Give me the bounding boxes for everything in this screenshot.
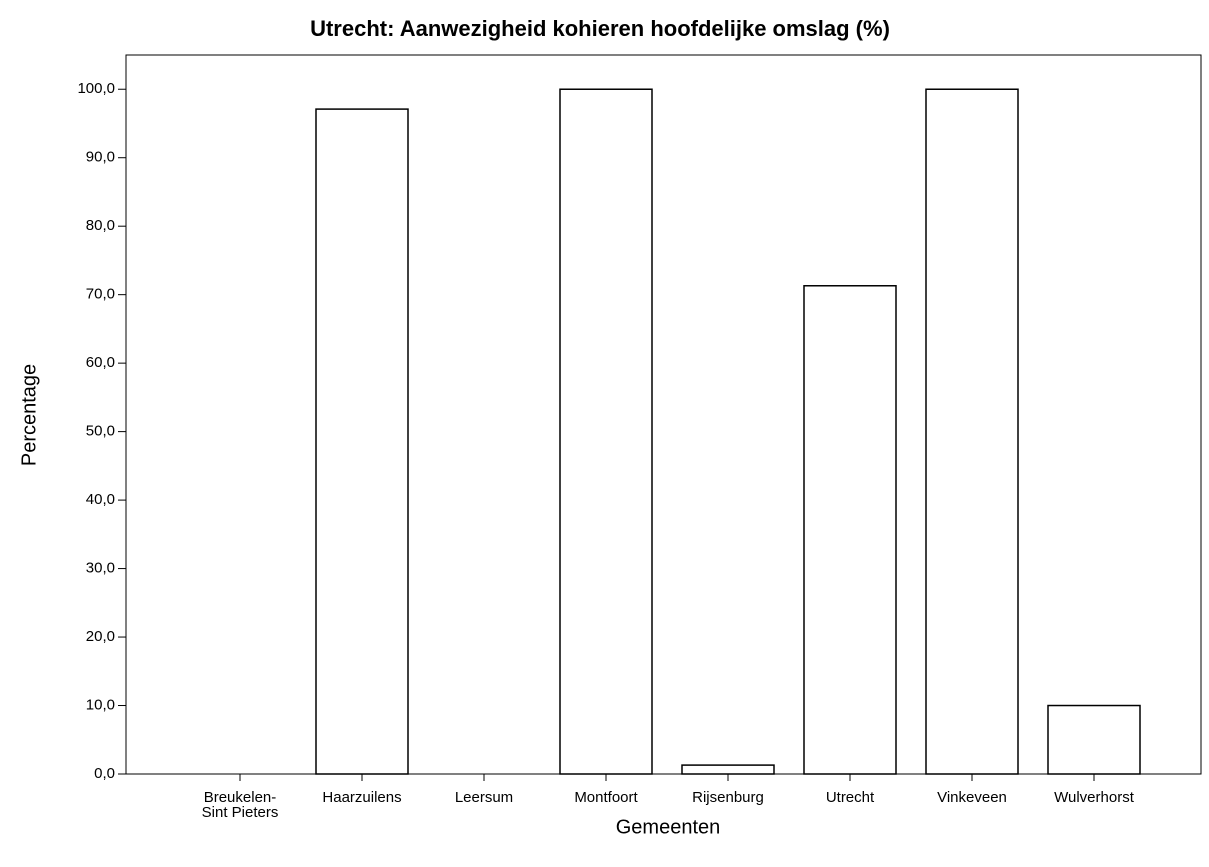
bar: [559, 88, 653, 775]
y-tick-label: 70,0: [86, 286, 115, 303]
x-axis-label: Gemeenten: [616, 816, 721, 838]
y-tick-label: 10,0: [86, 696, 115, 713]
x-tick-label: Utrecht: [826, 789, 875, 806]
y-tick-label: 60,0: [86, 354, 115, 371]
y-tick-label: 100,0: [77, 80, 115, 97]
chart-title: Utrecht: Aanwezigheid kohieren hoofdelij…: [310, 16, 890, 41]
y-tick-label: 40,0: [86, 491, 115, 508]
y-tick-label: 0,0: [94, 765, 115, 782]
y-tick-label: 30,0: [86, 560, 115, 577]
x-tick-label: Montfoort: [574, 789, 638, 806]
y-axis-label: Percentage: [18, 364, 40, 466]
y-tick-label: 50,0: [86, 423, 115, 440]
bar: [315, 108, 409, 775]
bar: [681, 764, 775, 775]
x-tick-label: Rijsenburg: [692, 789, 764, 806]
x-tick-label: Haarzuilens: [322, 789, 401, 806]
bar: [1047, 704, 1141, 775]
y-tick-label: 80,0: [86, 217, 115, 234]
y-tick-label: 20,0: [86, 628, 115, 645]
bar: [803, 285, 897, 775]
x-tick-label: Leersum: [455, 789, 513, 806]
bar: [925, 88, 1019, 775]
x-tick-label: Wulverhorst: [1054, 789, 1135, 806]
x-tick-label: Vinkeveen: [937, 789, 1007, 806]
plot-frame: [125, 54, 1202, 775]
x-tick-label: Breukelen-Sint Pieters: [202, 789, 279, 821]
y-tick-label: 90,0: [86, 149, 115, 166]
